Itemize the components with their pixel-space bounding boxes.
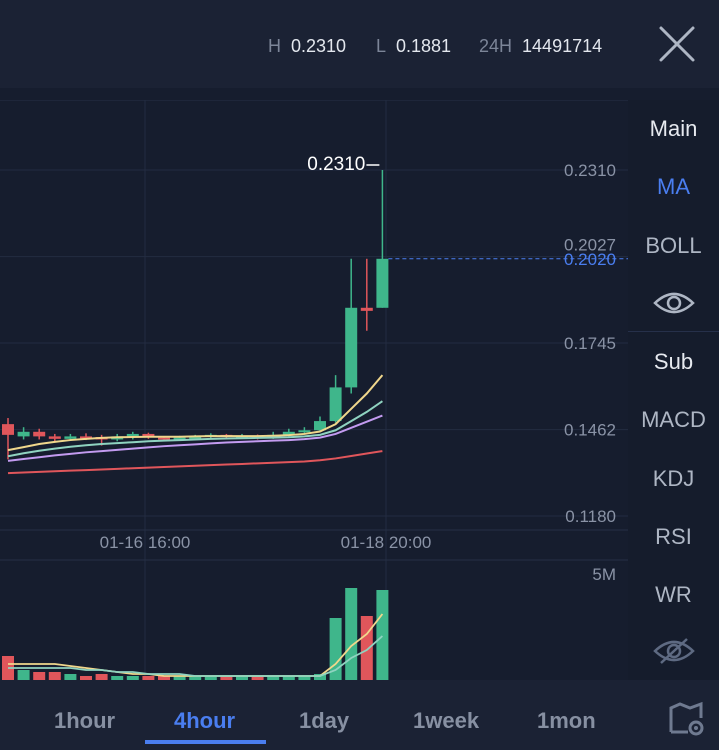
ma-line: [7, 374, 384, 452]
low-label: L: [376, 36, 387, 56]
candle-body: [360, 307, 373, 311]
volume-bar: [64, 674, 77, 680]
ma-line: [7, 414, 383, 462]
volume-bar: [236, 676, 248, 680]
volume-bar: [282, 676, 295, 680]
time-axis-label: 01-16 16:00: [100, 533, 191, 552]
time-axis-label: 01-18 20:00: [341, 533, 432, 552]
volume-bar: [17, 670, 30, 680]
candle-body: [64, 436, 77, 439]
eye-slash-icon[interactable]: [653, 636, 695, 666]
candle-body: [17, 431, 30, 437]
candle-body: [142, 433, 155, 437]
price-axis-label: 0.2027: [564, 236, 616, 255]
tab-1mon[interactable]: 1mon: [537, 708, 596, 733]
volume-24h-stat: 24H 14491714: [479, 36, 602, 57]
volume-ma-line: [8, 635, 384, 677]
volume-bar: [267, 676, 280, 680]
volume-bar: [111, 676, 124, 680]
volume-bar: [126, 676, 139, 680]
volume-bar: [220, 676, 233, 680]
candle-body: [126, 433, 139, 437]
low-stat: L 0.1881: [376, 36, 451, 57]
main-indicator-header: Main: [649, 116, 698, 141]
volume-bar: [376, 590, 389, 680]
candle-body: [158, 437, 170, 440]
candle-body: [33, 431, 46, 437]
high-value: 0.2310: [291, 36, 347, 56]
volume-bar: [142, 676, 155, 680]
volume-bar: [173, 676, 186, 680]
volume-24h-value: 14491714: [522, 36, 603, 56]
volume-bar: [80, 676, 92, 680]
tab-4hour[interactable]: 4hour: [174, 708, 236, 733]
active-tab-indicator: [145, 740, 266, 744]
volume-bar: [360, 616, 373, 680]
high-label: H: [268, 36, 281, 56]
indicator-panel: Main MA BOLL Sub MACD KDJ RSI WR: [628, 100, 719, 680]
candle-body: [376, 258, 389, 308]
panel-divider: [628, 331, 719, 332]
top-bar: H 0.2310 L 0.1881 24H 14491714: [0, 0, 719, 88]
high-stat: H 0.2310: [268, 36, 346, 57]
rsi-indicator-option[interactable]: RSI: [655, 524, 692, 549]
volume-bar: [189, 676, 202, 680]
volume-bar: [33, 672, 46, 680]
candle-body: [314, 421, 326, 431]
volume-bar: [48, 672, 61, 680]
price-axis-label: 0.1462: [564, 421, 616, 440]
candle-body: [282, 431, 295, 435]
eye-icon[interactable]: [653, 288, 695, 318]
volume-bar: [204, 676, 217, 680]
tab-1day[interactable]: 1day: [299, 708, 350, 733]
volume-bar: [158, 676, 170, 680]
volume-bar: [251, 676, 264, 680]
candle-body: [345, 307, 358, 388]
volume-24h-label: 24H: [479, 36, 513, 56]
candle-body: [173, 437, 186, 440]
low-value: 0.1881: [396, 36, 452, 56]
boll-indicator-option[interactable]: BOLL: [645, 233, 702, 258]
ma-indicator-option[interactable]: MA: [657, 174, 690, 199]
candle-body: [80, 436, 92, 439]
price-axis-label: 0.2310: [564, 161, 616, 180]
sub-indicator-header: Sub: [653, 349, 694, 374]
price-axis-label: 0.1745: [564, 334, 616, 353]
chart-background: [0, 100, 628, 680]
candle-body: [329, 387, 342, 422]
candle-body: [189, 437, 202, 440]
macd-indicator-option[interactable]: MACD: [641, 407, 706, 432]
tab-1week[interactable]: 1week: [413, 708, 480, 733]
kdj-indicator-option[interactable]: KDJ: [652, 466, 695, 491]
tab-1hour[interactable]: 1hour: [54, 708, 116, 733]
volume-bar: [329, 618, 342, 680]
kline-chart[interactable]: 0.2310 0.2027 0.1745 0.1462 0.1180 0.2020 0.23…: [0, 100, 628, 680]
high-marker-label: 0.2310: [307, 154, 365, 175]
current-price-label: 0.2020: [564, 250, 616, 269]
candle-body: [298, 430, 311, 433]
interval-tabs: 1hour 4hour 1day 1week 1mon: [0, 680, 719, 750]
volume-bar: [345, 588, 358, 680]
volume-bar: [95, 674, 108, 680]
price-axis-label: 0.1180: [565, 507, 616, 526]
close-icon[interactable]: [655, 22, 699, 66]
ma-line: [7, 400, 383, 458]
wr-indicator-option[interactable]: WR: [655, 582, 692, 607]
ma-line: [7, 450, 383, 475]
volume-bar: [314, 674, 326, 680]
chart-settings-icon[interactable]: [668, 700, 706, 738]
candle-body: [2, 424, 14, 435]
volume-bar: [298, 676, 311, 680]
volume-axis-label: 5M: [592, 565, 616, 584]
candle-body: [48, 436, 61, 439]
